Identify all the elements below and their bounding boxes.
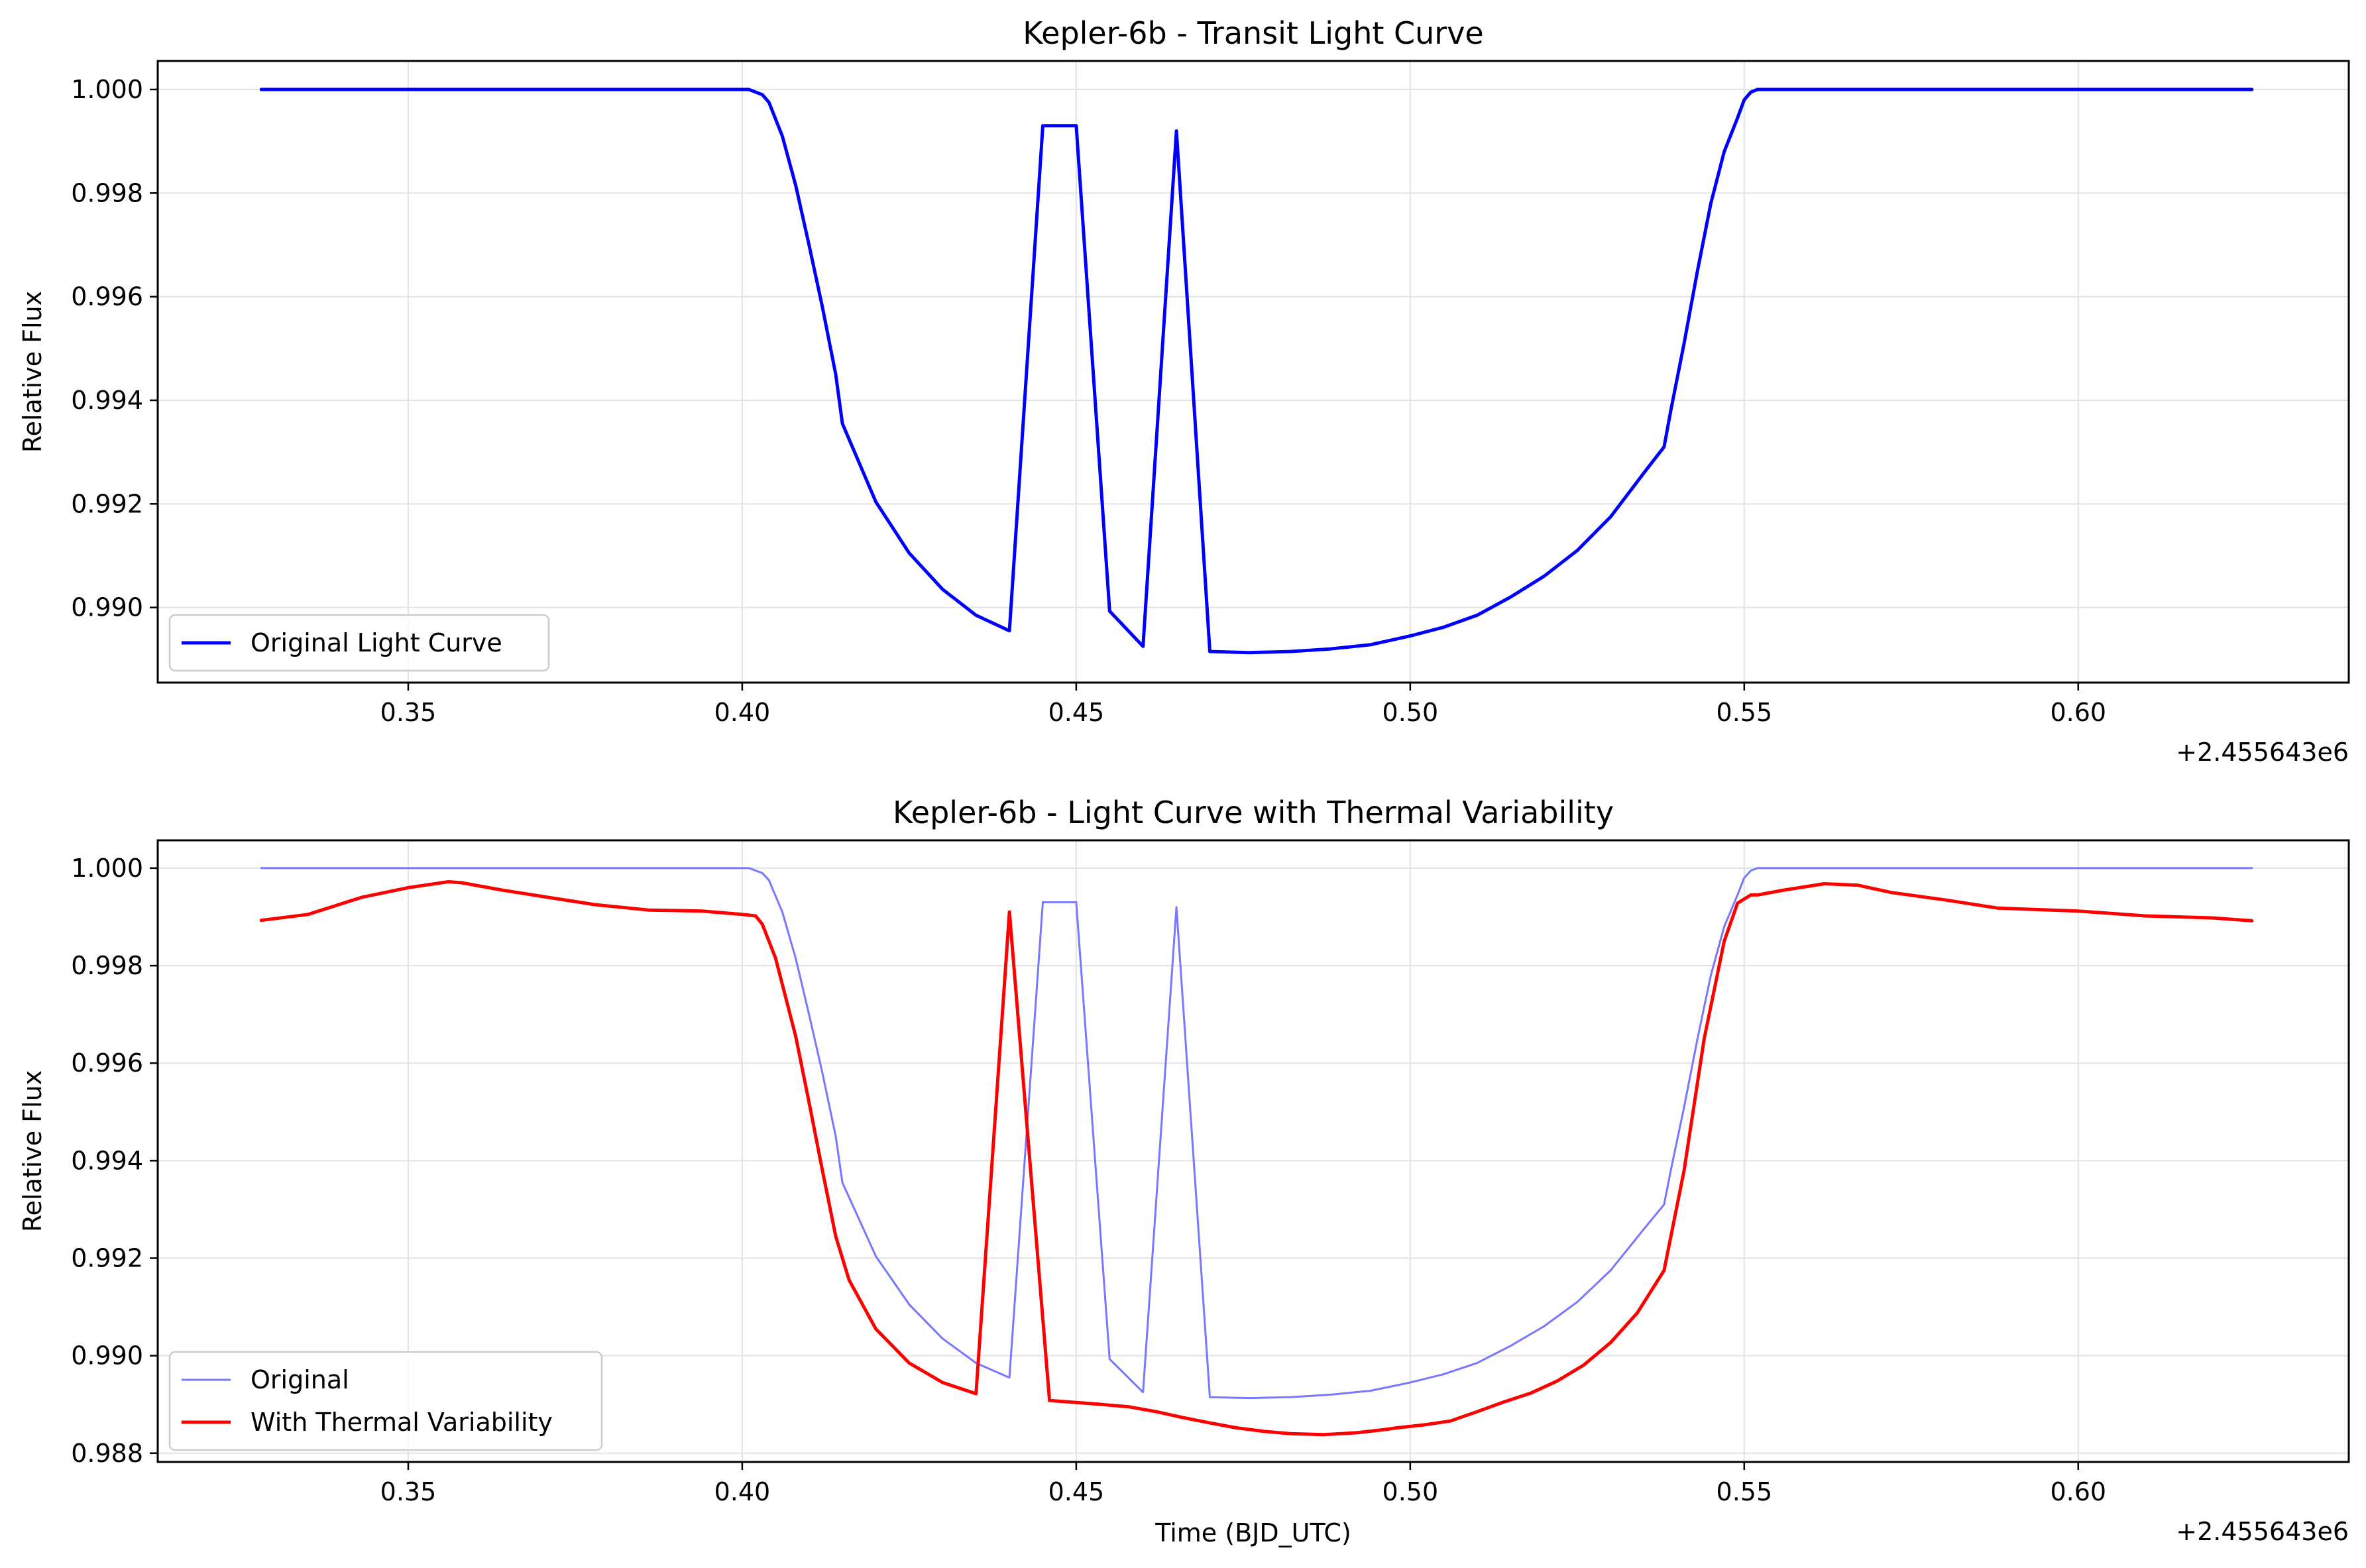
legend-label: Original Light Curve <box>251 628 502 657</box>
x-tick-label: 0.50 <box>1382 698 1439 727</box>
y-tick-label: 0.988 <box>71 1439 143 1468</box>
chart-title: Kepler-6b - Light Curve with Thermal Var… <box>893 795 1614 830</box>
legend-label: With Thermal Variability <box>251 1408 553 1437</box>
y-tick-label: 0.990 <box>71 1341 143 1371</box>
grid <box>158 61 2349 683</box>
x-tick-label: 0.35 <box>380 1477 437 1506</box>
chart-title: Kepler-6b - Transit Light Curve <box>1023 15 1483 51</box>
x-axis-label: Time (BJD_UTC) <box>1155 1518 1351 1547</box>
legend-label: Original <box>251 1365 349 1394</box>
series-line-0 <box>259 87 2254 655</box>
x-tick-label: 0.40 <box>714 1477 771 1506</box>
plot-frame <box>156 60 2350 684</box>
tick-marks: 0.35 0.40 0.45 0.50 0.55 0.60 0.990 0.992 0.994 0… <box>71 75 2106 727</box>
tick-marks: 0.35 0.40 0.45 0.50 0.55 0.60 0.988 0.990 0.992 0… <box>71 854 2106 1506</box>
plot-frame <box>156 839 2350 1463</box>
y-tick-label: 0.992 <box>71 1243 143 1272</box>
series-line-1 <box>259 880 2254 1437</box>
x-tick-label: 0.40 <box>714 698 771 727</box>
y-tick-label: 1.000 <box>71 854 143 883</box>
x-axis-offset-label: +2.455643e6 <box>2176 738 2349 767</box>
thermal-variability-panel: Kepler-6b - Light Curve with Thermal Var… <box>18 795 2350 1547</box>
y-tick-label: 1.000 <box>71 75 143 104</box>
y-tick-label: 0.990 <box>71 593 143 622</box>
x-tick-label: 0.60 <box>2050 698 2106 727</box>
x-tick-label: 0.45 <box>1048 698 1105 727</box>
y-tick-label: 0.998 <box>71 951 143 980</box>
legend-box <box>168 614 550 672</box>
y-tick-label: 0.992 <box>71 489 143 518</box>
y-tick-label: 0.996 <box>71 1048 143 1078</box>
transit-light-curve-panel: Kepler-6b - Transit Light Curve 0.35 0.40… <box>18 15 2350 767</box>
x-axis-offset-label: +2.455643e6 <box>2176 1517 2349 1546</box>
y-axis-label: Relative Flux <box>18 1070 47 1232</box>
y-tick-label: 0.994 <box>71 1146 143 1175</box>
series-lines <box>259 87 2254 655</box>
y-tick-label: 0.996 <box>71 282 143 311</box>
x-tick-label: 0.45 <box>1048 1477 1105 1506</box>
series-line-0 <box>260 867 2253 1400</box>
y-tick-label: 0.998 <box>71 178 143 207</box>
x-tick-label: 0.55 <box>1717 1477 1773 1506</box>
legend-box <box>168 1351 603 1451</box>
legend: Original Light Curve <box>168 614 550 672</box>
y-tick-label: 0.994 <box>71 386 143 415</box>
legend: Original With Thermal Variability <box>168 1351 603 1451</box>
x-tick-label: 0.50 <box>1382 1477 1439 1506</box>
x-tick-label: 0.55 <box>1717 698 1773 727</box>
y-axis-label: Relative Flux <box>18 291 47 453</box>
x-tick-label: 0.60 <box>2050 1477 2106 1506</box>
x-tick-label: 0.35 <box>380 698 437 727</box>
series-lines <box>259 867 2254 1437</box>
